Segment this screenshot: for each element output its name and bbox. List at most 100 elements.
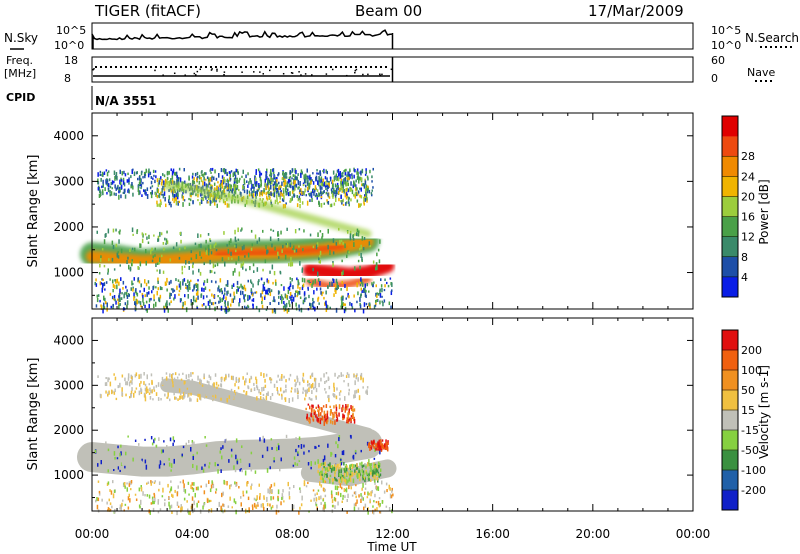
freq-speck	[354, 71, 356, 74]
power-speck-upper	[197, 175, 199, 179]
power-speck-arc	[234, 190, 237, 195]
power-speck-main	[159, 269, 161, 274]
power-speck-upper	[260, 172, 263, 176]
velocity-speck-edge	[375, 447, 377, 451]
power-speck-upper	[306, 183, 309, 186]
power-speck-main	[148, 234, 150, 240]
colorbar-swatch	[722, 176, 738, 197]
velocity-speck-near	[130, 480, 133, 484]
velocity-speck-upper	[171, 377, 173, 382]
power-speck-arc	[350, 198, 352, 202]
power-speck-near	[116, 284, 118, 290]
power-speck-upper	[323, 181, 326, 187]
power-speck-main	[231, 257, 233, 260]
power-speck-near	[156, 290, 158, 296]
power-speck-arc	[200, 177, 202, 180]
velocity-speck-green	[340, 477, 342, 483]
velocity-speck-red	[347, 412, 349, 416]
velocity-speck-red	[343, 414, 345, 419]
power-speck-near	[243, 299, 246, 303]
freq-speck	[345, 74, 348, 77]
velocity-speck-near	[355, 502, 357, 507]
power-speck-upper	[344, 169, 346, 173]
velocity-speck-upper	[131, 387, 133, 392]
velocity-speck-near	[120, 504, 122, 509]
power-speck-arc	[338, 190, 340, 195]
power-speck-upper	[289, 175, 292, 178]
power-speck-upper	[347, 177, 349, 183]
power-speck-main	[205, 250, 208, 255]
power-speck-near	[127, 293, 130, 297]
power-speck-near	[261, 304, 264, 309]
power-speck-near	[301, 286, 304, 291]
power-speck-arc	[264, 182, 267, 187]
velocity-speck-green	[368, 478, 370, 482]
power-speck-arc	[172, 188, 175, 194]
velocity-speck-main	[287, 443, 289, 447]
power-speck-near	[280, 284, 283, 287]
power-speck-upper	[181, 194, 183, 199]
power-speck-near	[203, 288, 205, 292]
power-speck-near	[193, 284, 195, 289]
power-speck-near	[212, 302, 215, 306]
power-speck-upper	[312, 188, 314, 194]
velocity-speck-near	[344, 489, 347, 492]
power-speck-arc	[211, 176, 213, 182]
power-speck-main	[107, 228, 110, 234]
power-speck-main	[208, 252, 210, 256]
velocity-speck-green	[364, 477, 366, 483]
velocity-speck-green	[333, 466, 335, 471]
power-speck-main	[256, 267, 259, 272]
power-speck-main	[192, 264, 194, 269]
power-speck-arc	[305, 184, 307, 188]
power-speck-arc	[287, 188, 289, 192]
power-speck-upper	[297, 173, 299, 176]
colorbar-tick-label: 200	[741, 344, 762, 357]
power-speck-arc	[265, 192, 267, 196]
velocity-speck-near	[319, 481, 321, 486]
power-speck-near	[200, 294, 202, 298]
power-speck-main	[321, 236, 323, 240]
y-tick-label: 2000	[53, 423, 84, 437]
power-speck-arc	[197, 194, 199, 198]
velocity-data-blobs	[77, 372, 397, 516]
velocity-speck-main	[340, 458, 342, 461]
power-speck-main	[252, 263, 255, 267]
power-speck-upper	[122, 191, 125, 195]
velocity-speck-upper	[211, 397, 214, 400]
velocity-speck-upper	[216, 386, 218, 389]
power-speck-upper	[127, 172, 129, 176]
velocity-speck-main	[295, 437, 297, 441]
velocity-speck-upper	[343, 380, 345, 383]
velocity-speck-upper	[192, 372, 194, 375]
power-speck-near	[206, 278, 209, 284]
power-speck-near	[379, 293, 382, 298]
velocity-speck-green	[330, 470, 333, 473]
power-speck-upper	[122, 177, 125, 182]
velocity-speck-upper	[121, 374, 124, 378]
power-speck-upper	[222, 169, 225, 172]
velocity-speck-main	[361, 441, 364, 446]
power-speck-upper	[279, 186, 282, 191]
power-speck-arc	[280, 191, 282, 196]
power-speck-arc	[208, 182, 211, 186]
velocity-speck-upper	[174, 372, 177, 376]
power-speck-near	[251, 293, 254, 297]
velocity-speck-main	[239, 451, 242, 455]
power-speck-main	[178, 256, 181, 260]
power-speck-main	[237, 227, 239, 233]
velocity-speck-green	[362, 477, 364, 481]
noise-tick-bottom-left: 10^0	[54, 39, 84, 52]
power-speck-near	[361, 279, 363, 284]
power-speck-near	[146, 292, 148, 297]
velocity-speck-main	[109, 456, 112, 460]
power-speck-near	[215, 280, 217, 284]
velocity-speck-main	[255, 456, 258, 461]
power-speck-main	[116, 252, 119, 257]
velocity-speck-upper	[245, 392, 247, 396]
power-speck-arc	[244, 203, 246, 207]
velocity-speck-near	[124, 482, 126, 487]
power-speck-upper	[353, 174, 355, 179]
velocity-speck-green	[343, 472, 346, 477]
